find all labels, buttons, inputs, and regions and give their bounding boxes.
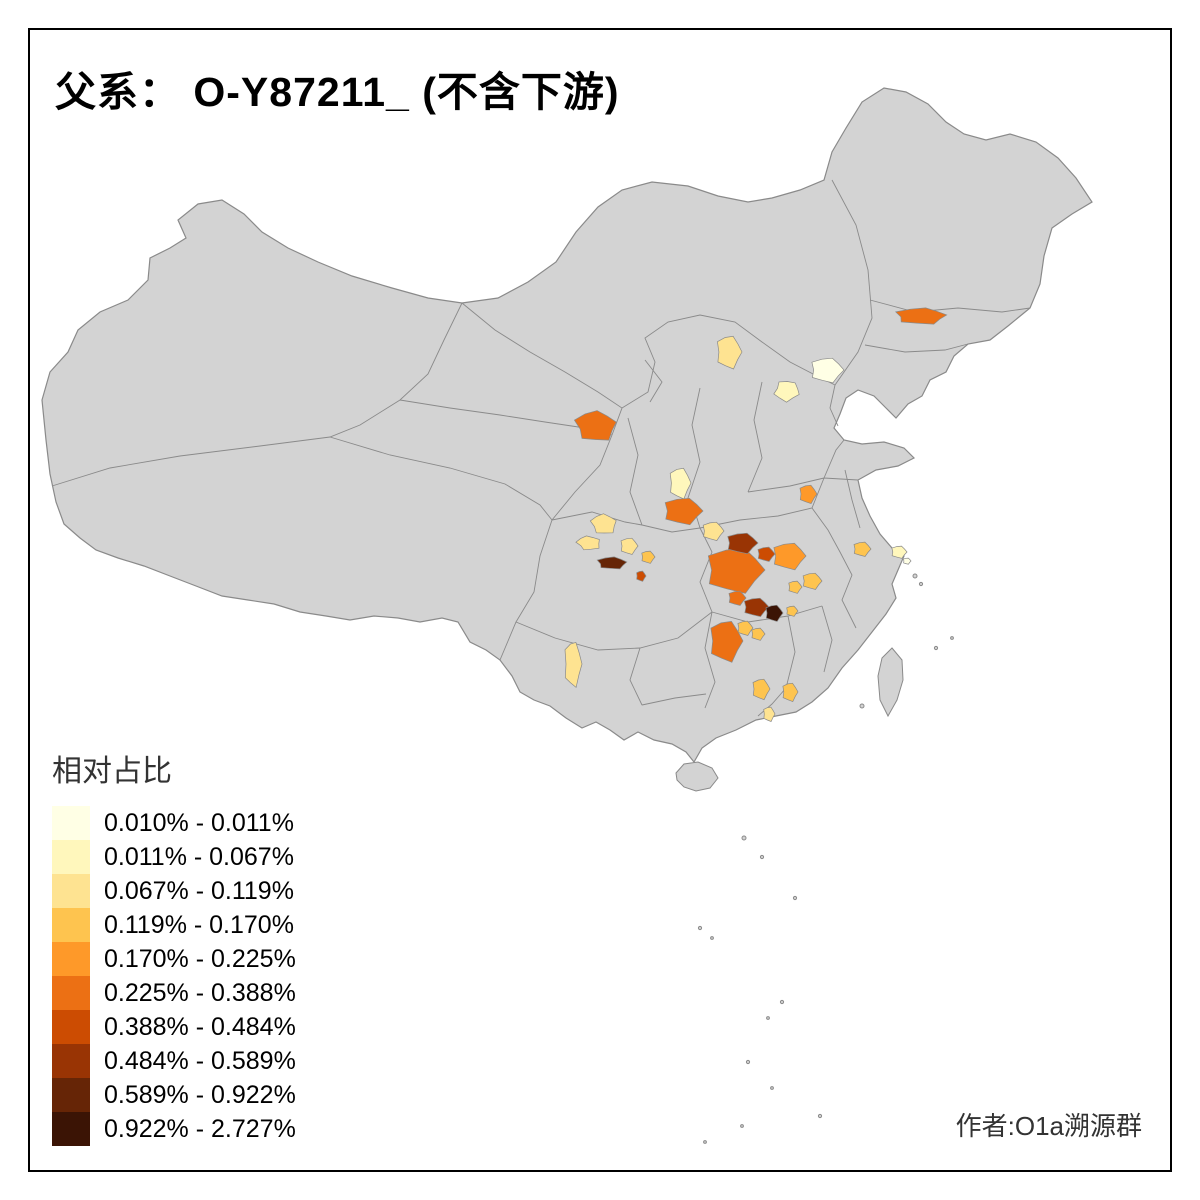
legend-item: 0.484% - 0.589% [52, 1044, 296, 1078]
map-region [743, 597, 770, 617]
legend-label: 0.589% - 0.922% [104, 1080, 296, 1109]
map-region [782, 682, 799, 703]
map-region [763, 706, 776, 722]
attribution-text: 作者:O1a溯源群 [955, 1111, 1142, 1141]
province-borders [51, 179, 1031, 717]
legend-item: 0.388% - 0.484% [52, 1010, 296, 1044]
page-title: 父系： O-Y87211_ (不含下游) [55, 69, 620, 115]
map-region [773, 381, 800, 403]
legend-item: 0.922% - 2.727% [52, 1112, 296, 1146]
legend-swatch [52, 1010, 90, 1044]
map-region [710, 621, 744, 663]
islands [675, 573, 954, 1144]
legend-title: 相对占比 [52, 755, 172, 788]
map-region [589, 513, 617, 534]
legend-swatch [52, 806, 90, 840]
map-region [751, 627, 766, 641]
legend-label: 0.388% - 0.484% [104, 1012, 296, 1041]
map-region [564, 641, 583, 689]
legend-item: 0.225% - 0.388% [52, 976, 296, 1010]
legend-item: 0.170% - 0.225% [52, 942, 296, 976]
map-region [573, 410, 617, 441]
map-region [641, 550, 656, 564]
legend-item: 0.067% - 0.119% [52, 874, 296, 908]
legend-label: 0.225% - 0.388% [104, 978, 296, 1007]
map-region [717, 335, 743, 370]
map-region [811, 357, 845, 384]
map-region [727, 532, 759, 555]
map-region [737, 620, 754, 636]
legend-item: 0.589% - 0.922% [52, 1078, 296, 1112]
south-china-sea-islands [697, 573, 954, 1144]
map-region [669, 467, 692, 500]
legend-swatch [52, 908, 90, 942]
map-region [773, 542, 807, 571]
legend-item: 0.119% - 0.170% [52, 908, 296, 942]
map-region [788, 580, 803, 594]
map-region [702, 521, 725, 542]
legend-label: 0.484% - 0.589% [104, 1046, 296, 1075]
map-region [802, 572, 823, 590]
legend-label: 0.010% - 0.011% [104, 808, 294, 837]
legend-label: 0.922% - 2.727% [104, 1114, 296, 1143]
taiwan-island [877, 647, 904, 718]
legend-swatch [52, 874, 90, 908]
legend-swatch [52, 976, 90, 1010]
map-region [636, 570, 647, 582]
legend-label: 0.119% - 0.170% [104, 910, 294, 939]
legend-item: 0.011% - 0.067% [52, 840, 296, 874]
legend-swatch [52, 1044, 90, 1078]
colored-regions [564, 307, 948, 722]
map-region [894, 307, 948, 325]
legend-swatch [52, 840, 90, 874]
map-region [891, 545, 908, 559]
legend-label: 0.170% - 0.225% [104, 944, 296, 973]
legend: 相对占比 0.010% - 0.011% 0.011% - 0.067% 0.067… [52, 746, 296, 1146]
map-region [853, 541, 872, 557]
map-region [757, 546, 776, 562]
legend-label: 0.011% - 0.067% [104, 842, 294, 871]
map-region [902, 557, 912, 565]
legend-items: 0.010% - 0.011% 0.011% - 0.067% 0.067% - 0… [52, 806, 296, 1146]
map-region [664, 497, 704, 526]
map-region [575, 535, 600, 551]
legend-swatch [52, 1078, 90, 1112]
map-region [728, 590, 747, 606]
map-region [786, 605, 799, 617]
map-region [596, 556, 628, 570]
china-map [41, 87, 1093, 764]
legend-swatch [52, 1112, 90, 1146]
legend-swatch [52, 942, 90, 976]
map-region [752, 678, 771, 701]
map-region [620, 537, 639, 555]
map-region [765, 604, 784, 622]
legend-item: 0.010% - 0.011% [52, 806, 296, 840]
map-region [799, 484, 818, 505]
hainan-island [675, 761, 719, 792]
legend-label: 0.067% - 0.119% [104, 876, 294, 905]
